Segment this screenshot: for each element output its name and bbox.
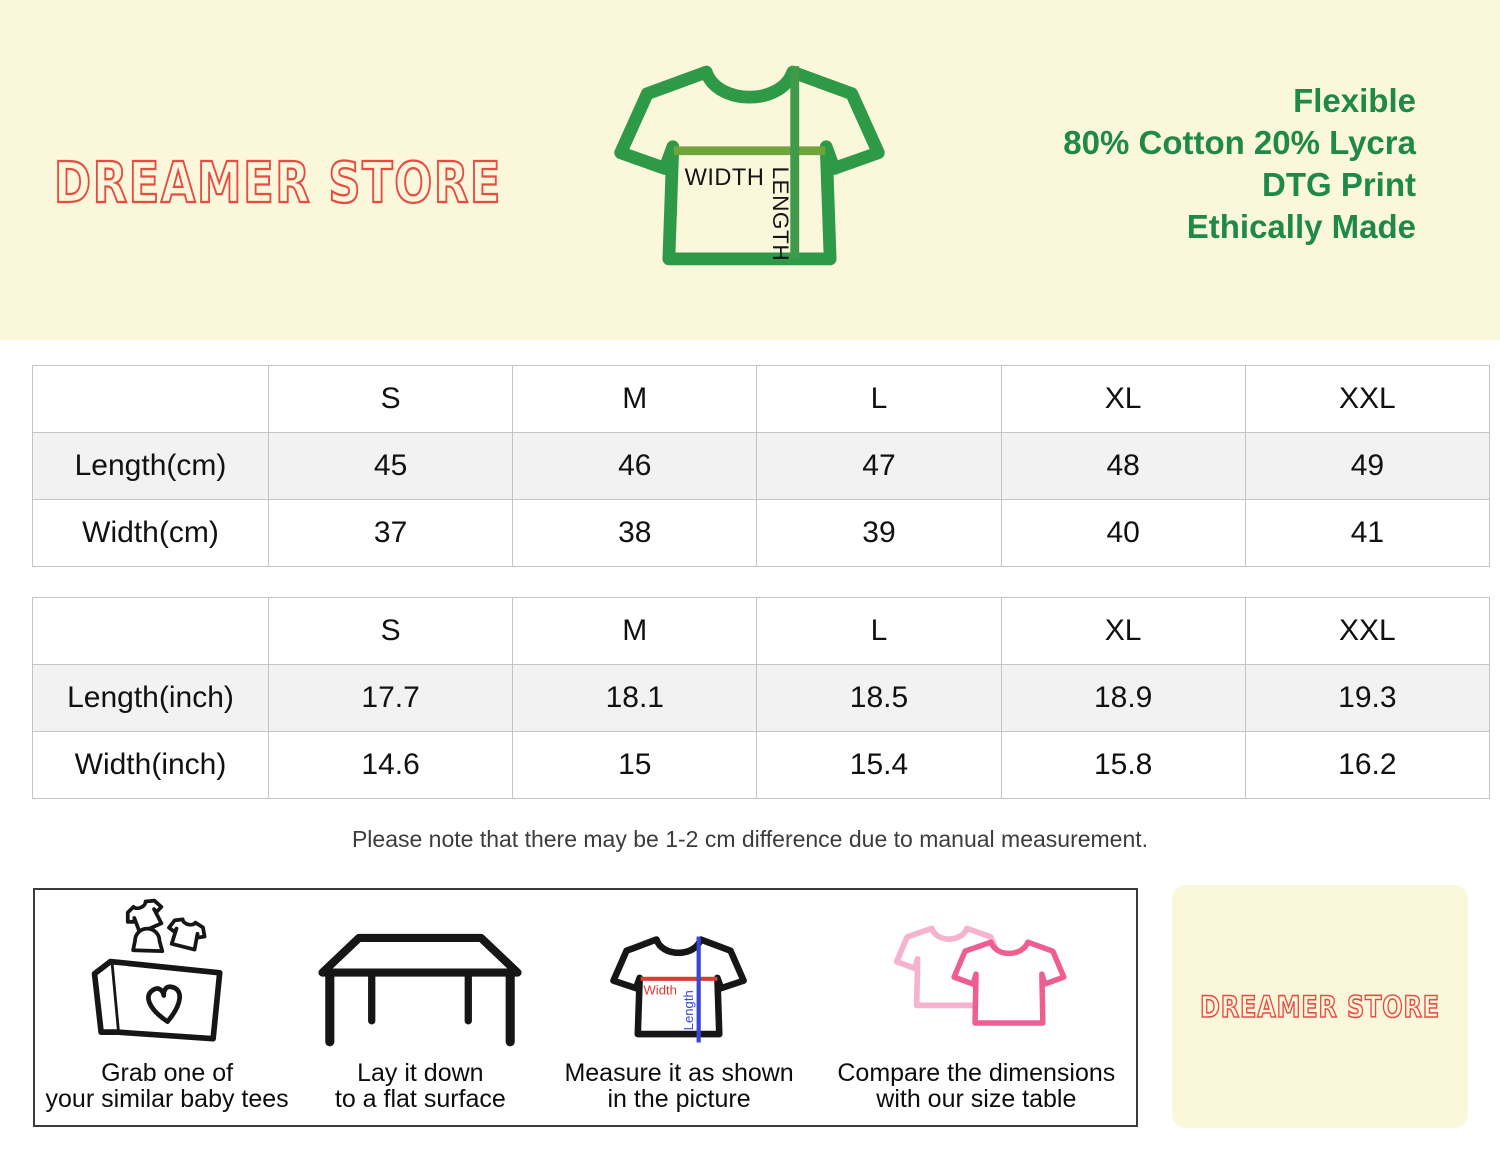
table-row-label: Length(cm) bbox=[32, 432, 269, 500]
table-row: Length(cm) 45 46 47 48 49 bbox=[32, 432, 1491, 500]
table-header-row: S M L XL XXL bbox=[32, 365, 1491, 433]
step-caption-line: Compare the dimensions bbox=[837, 1059, 1116, 1087]
footer-logo-svg: DREAMER STORE bbox=[1199, 989, 1440, 1025]
measurement-note: Please note that there may be 1-2 cm dif… bbox=[351, 826, 1149, 852]
brand-logo-svg: DREAMER STORE bbox=[53, 150, 502, 217]
table-header-cell: M bbox=[512, 365, 758, 433]
table-cell: 46 bbox=[512, 432, 758, 500]
table-row-label: Length(inch) bbox=[32, 664, 269, 732]
table-header-cell: XXL bbox=[1244, 597, 1491, 665]
table-row-label: Width(inch) bbox=[32, 731, 269, 799]
length-label: Length bbox=[681, 990, 696, 1030]
table-header-cell: L bbox=[756, 597, 1002, 665]
table-row: Length(inch) 17.7 18.1 18.5 18.9 19.3 bbox=[32, 664, 1491, 732]
table-header-cell: XL bbox=[1000, 365, 1246, 433]
table-header-cell: M bbox=[512, 597, 758, 665]
table-cell: 45 bbox=[267, 432, 514, 500]
step-grab-tee: Grab one of your similar baby tees bbox=[35, 890, 299, 1125]
table-header-cell: L bbox=[756, 365, 1002, 433]
table-row: Width(cm) 37 38 39 40 41 bbox=[32, 499, 1491, 567]
step-caption: Grab one of your similar baby tees bbox=[46, 1060, 289, 1112]
step-measure: Width Length Measure it as shown in the … bbox=[541, 890, 816, 1125]
table-cell: 49 bbox=[1244, 432, 1491, 500]
brand-logo: DREAMER STORE bbox=[50, 136, 520, 241]
feature-item: 80% Cotton 20% Lycra bbox=[1063, 124, 1416, 161]
clothes-box-icon bbox=[91, 898, 223, 1042]
width-label: WIDTH bbox=[685, 165, 765, 191]
table-cell: 14.6 bbox=[267, 731, 514, 799]
step-flat-surface: Lay it down to a flat surface bbox=[299, 890, 541, 1125]
brand-logo-text: DREAMER STORE bbox=[54, 151, 502, 216]
table-icon bbox=[318, 933, 522, 1047]
step-caption: Compare the dimensions with our size tab… bbox=[837, 1060, 1115, 1112]
shirt-diagram-icon: WIDTH LENGTH bbox=[614, 65, 885, 266]
table-cell: 39 bbox=[756, 499, 1002, 567]
step-caption-line: your similar baby tees bbox=[45, 1085, 289, 1113]
compare-shirts-icon bbox=[893, 925, 1067, 1026]
step-caption-line: in the picture bbox=[607, 1085, 751, 1113]
feature-item: Flexible bbox=[1293, 82, 1416, 119]
table-header-cell: S bbox=[267, 365, 514, 433]
table-cell: 17.7 bbox=[267, 664, 514, 732]
steps-panel: Grab one of your similar baby tees Lay i… bbox=[33, 888, 1138, 1127]
table-header-cell: S bbox=[267, 597, 514, 665]
table-cell: 47 bbox=[756, 432, 1002, 500]
table-cell: 38 bbox=[512, 499, 758, 567]
table-corner-cell bbox=[32, 365, 269, 433]
length-label: LENGTH bbox=[768, 166, 793, 261]
table-cell: 15 bbox=[512, 731, 758, 799]
step-caption: Lay it down to a flat surface bbox=[335, 1060, 506, 1112]
table-cell: 19.3 bbox=[1244, 664, 1491, 732]
table-header-row: S M L XL XXL bbox=[32, 597, 1491, 665]
table-cell: 18.9 bbox=[1000, 664, 1246, 732]
table-header-cell: XXL bbox=[1244, 365, 1491, 433]
width-label: Width bbox=[643, 983, 677, 998]
feature-list: Flexible 80% Cotton 20% Lycra DTG Print … bbox=[1063, 80, 1416, 248]
table-cell: 48 bbox=[1000, 432, 1246, 500]
footer-brand-box: DREAMER STORE bbox=[1172, 885, 1468, 1128]
measure-shirt-icon: Width Length bbox=[610, 936, 747, 1043]
table-corner-cell bbox=[32, 597, 269, 665]
step-caption-line: with our size table bbox=[876, 1085, 1077, 1113]
header-band: DREAMER STORE WIDTH LENGTH Flexible 80% … bbox=[0, 0, 1500, 340]
feature-item: DTG Print bbox=[1262, 166, 1416, 203]
table-cell: 18.5 bbox=[756, 664, 1002, 732]
table-header-cell: XL bbox=[1000, 597, 1246, 665]
table-row-label: Width(cm) bbox=[32, 499, 269, 567]
step-caption-line: Lay it down bbox=[357, 1059, 484, 1087]
table-cell: 16.2 bbox=[1244, 731, 1491, 799]
table-cell: 41 bbox=[1244, 499, 1491, 567]
table-cell: 37 bbox=[267, 499, 514, 567]
table-cell: 18.1 bbox=[512, 664, 758, 732]
table-cell: 15.4 bbox=[756, 731, 1002, 799]
table-cell: 40 bbox=[1000, 499, 1246, 567]
step-caption-line: to a flat surface bbox=[334, 1085, 506, 1113]
size-table-inch: S M L XL XXL Length(inch) 17.7 18.1 18.5… bbox=[32, 597, 1491, 799]
table-cell: 15.8 bbox=[1000, 731, 1246, 799]
step-compare: Compare the dimensions with our size tab… bbox=[817, 890, 1136, 1125]
step-caption-line: Grab one of bbox=[101, 1059, 234, 1087]
feature-item: Ethically Made bbox=[1186, 208, 1416, 245]
footer-logo-text: DREAMER STORE bbox=[1200, 990, 1440, 1024]
table-row: Width(inch) 14.6 15 15.4 15.8 16.2 bbox=[32, 731, 1491, 799]
step-caption: Measure it as shown in the picture bbox=[564, 1060, 793, 1112]
step-caption-line: Measure it as shown bbox=[564, 1059, 794, 1087]
size-table-cm: S M L XL XXL Length(cm) 45 46 47 48 49 W… bbox=[32, 365, 1491, 567]
